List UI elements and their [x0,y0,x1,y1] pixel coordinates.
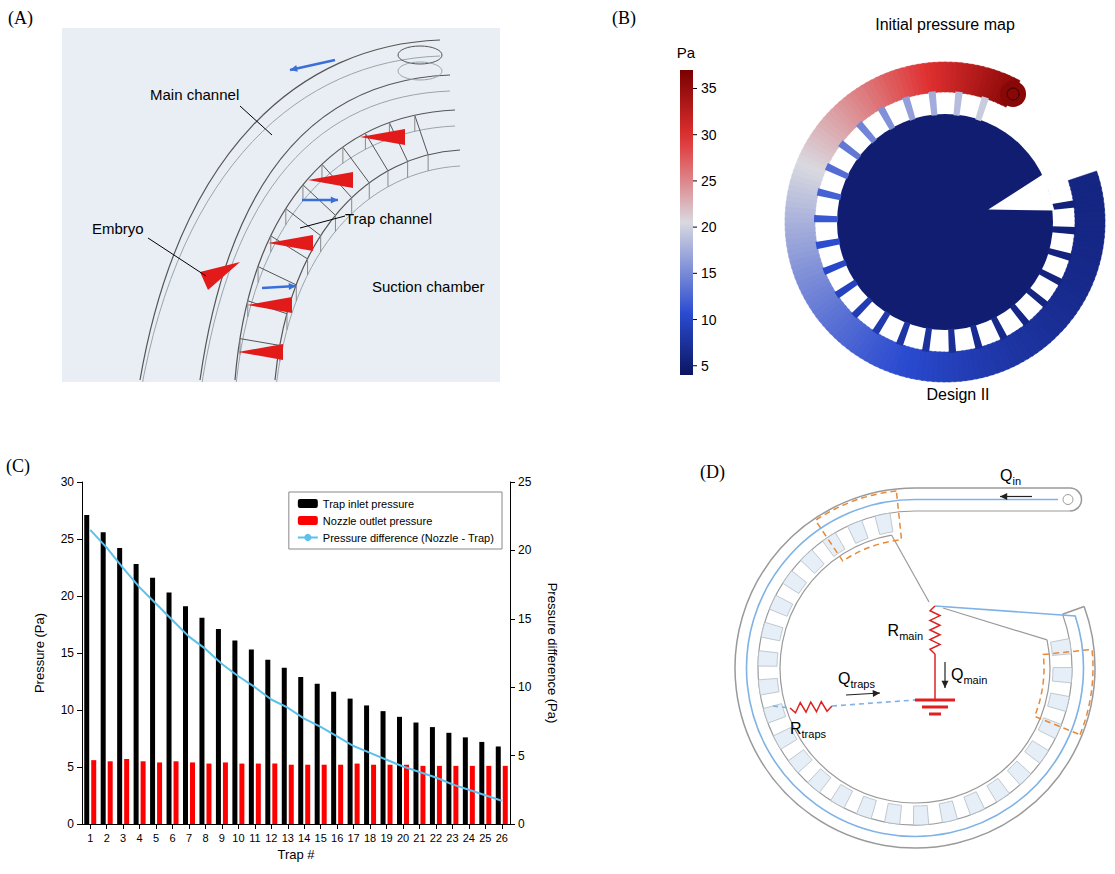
svg-text:(C): (C) [6,456,30,477]
svg-text:11: 11 [249,832,260,844]
svg-text:25: 25 [518,475,532,489]
svg-text:2: 2 [104,832,110,844]
svg-text:15: 15 [61,646,75,660]
svg-text:21: 21 [413,832,425,844]
svg-text:20: 20 [518,543,532,557]
svg-text:24: 24 [463,832,475,844]
svg-text:Pressure (Pa): Pressure (Pa) [32,613,47,693]
svg-text:10: 10 [518,680,532,694]
svg-text:Embryo: Embryo [92,220,144,237]
svg-text:Rtraps: Rtraps [790,720,827,740]
svg-text:1: 1 [87,832,93,844]
svg-text:6: 6 [169,832,175,844]
svg-text:0: 0 [67,817,74,831]
svg-text:23: 23 [446,832,458,844]
svg-text:18: 18 [364,832,376,844]
svg-text:(B): (B) [612,8,636,29]
svg-text:20: 20 [61,589,75,603]
svg-text:Qin: Qin [1000,467,1021,487]
svg-text:5: 5 [153,832,159,844]
svg-text:(D): (D) [700,462,725,483]
svg-text:25: 25 [479,832,491,844]
svg-text:10: 10 [701,312,717,328]
svg-text:25: 25 [701,173,717,189]
svg-text:20: 20 [701,219,717,235]
svg-text:9: 9 [219,832,225,844]
svg-text:3: 3 [120,832,126,844]
svg-text:13: 13 [282,832,294,844]
svg-text:Qtraps: Qtraps [838,670,875,690]
svg-text:17: 17 [347,832,359,844]
svg-text:12: 12 [265,832,277,844]
svg-text:Trap #: Trap # [277,847,315,862]
svg-text:15: 15 [315,832,327,844]
svg-text:Pressure difference (Nozzle -: Pressure difference (Nozzle - Trap) [323,532,494,544]
svg-text:Nozzle outlet pressure: Nozzle outlet pressure [323,515,432,527]
svg-text:10: 10 [232,832,244,844]
svg-text:20: 20 [397,832,409,844]
svg-text:Rmain: Rmain [888,622,923,642]
svg-text:5: 5 [67,760,74,774]
svg-text:Pa: Pa [677,44,696,61]
svg-text:8: 8 [202,832,208,844]
svg-text:Design II: Design II [926,386,989,403]
svg-text:10: 10 [61,703,75,717]
svg-text:Initial pressure map: Initial pressure map [875,16,1015,33]
svg-text:Pressure difference (Pa): Pressure difference (Pa) [545,583,560,724]
svg-text:(A): (A) [8,8,33,29]
svg-text:15: 15 [518,612,532,626]
svg-text:5: 5 [701,358,709,374]
svg-text:7: 7 [186,832,192,844]
svg-text:14: 14 [298,832,310,844]
svg-text:30: 30 [61,475,75,489]
svg-text:16: 16 [331,832,343,844]
svg-text:25: 25 [61,532,75,546]
svg-text:Qmain: Qmain [951,666,987,686]
svg-text:19: 19 [380,832,392,844]
svg-text:4: 4 [137,832,143,844]
svg-text:Suction chamber: Suction chamber [372,278,485,295]
svg-text:15: 15 [701,265,717,281]
svg-text:Trap inlet pressure: Trap inlet pressure [323,498,414,510]
svg-text:Main channel: Main channel [150,86,239,103]
svg-text:22: 22 [430,832,442,844]
svg-text:0: 0 [518,817,525,831]
svg-text:35: 35 [701,80,717,96]
svg-text:Trap channel: Trap channel [345,210,432,227]
svg-text:26: 26 [496,832,508,844]
svg-text:5: 5 [518,749,525,763]
svg-text:30: 30 [701,127,717,143]
